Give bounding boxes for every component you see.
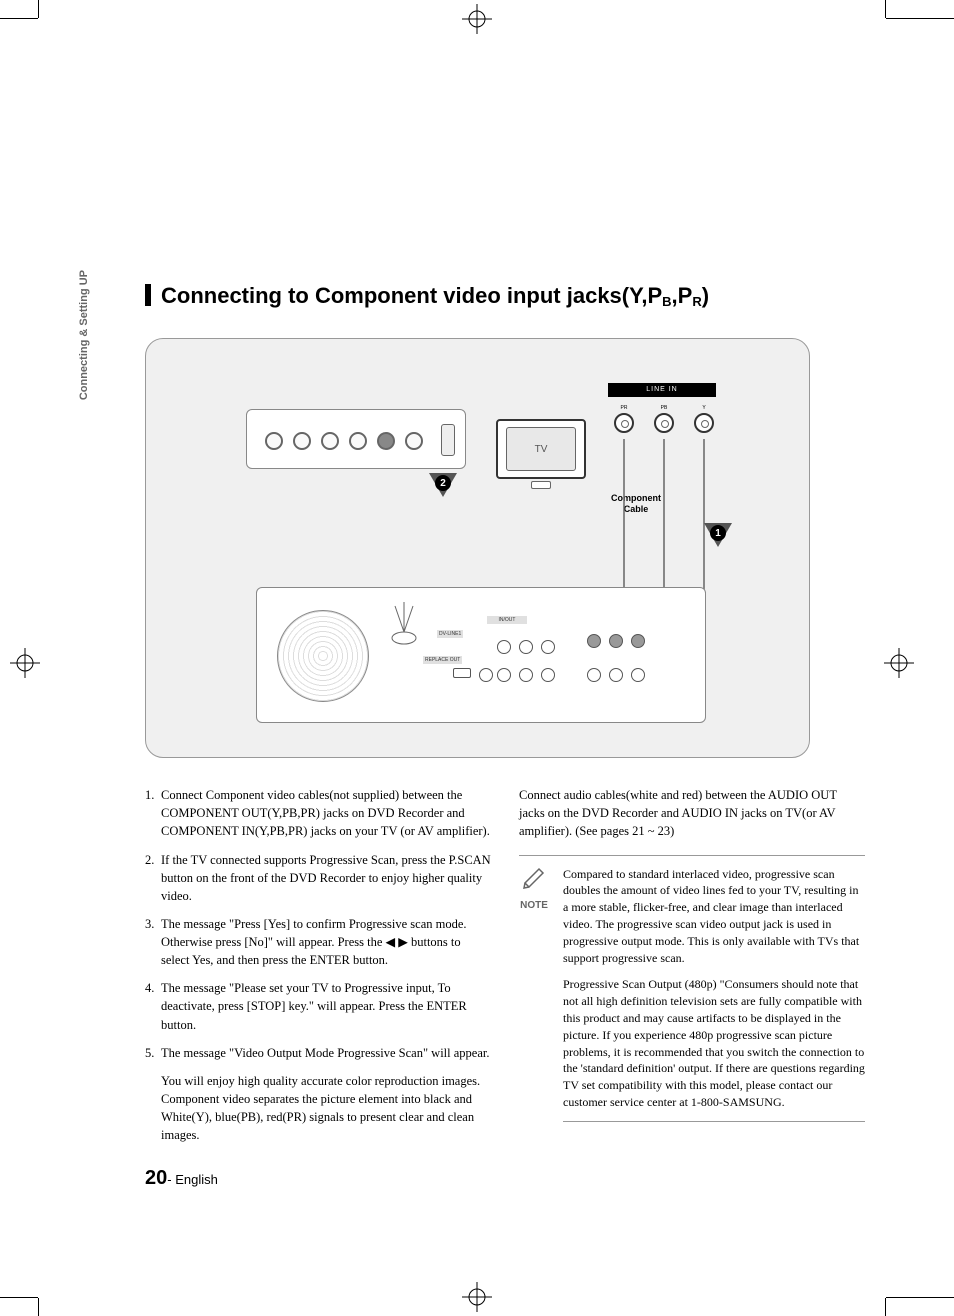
- jack-icon: [293, 432, 311, 450]
- jack-icon: [497, 640, 511, 654]
- note-paragraph-2: Progressive Scan Output (480p) "Consumer…: [563, 976, 865, 1110]
- note-icon-column: NOTE: [519, 866, 549, 1122]
- registration-mark-icon: [462, 1282, 492, 1312]
- note-label: NOTE: [519, 899, 549, 914]
- note-paragraph-1: Compared to standard interlaced video, p…: [563, 866, 865, 967]
- jack-pr: PR: [612, 405, 636, 441]
- note-divider: [563, 1121, 865, 1122]
- jack-pb: PB: [652, 405, 676, 441]
- step-5: 5. The message "Video Output Mode Progre…: [145, 1044, 491, 1062]
- crop-mark: [885, 0, 886, 18]
- registration-mark-icon: [462, 4, 492, 34]
- right-column: Connect audio cables(white and red) betw…: [519, 786, 865, 1154]
- jack-icon: [405, 432, 423, 450]
- crop-mark: [885, 1298, 886, 1316]
- jack-icon: [453, 668, 471, 678]
- rear-panel: IN/OUT DV-LINE1 REPLACE OUT: [397, 614, 697, 702]
- step-number: 2.: [145, 851, 161, 905]
- jack-icon: [479, 668, 493, 682]
- jack-y: Y: [692, 405, 716, 441]
- recorder-top-illustration: [246, 409, 466, 469]
- crop-mark: [38, 0, 39, 18]
- jack-icon: [349, 432, 367, 450]
- recorder-rear-illustration: IN/OUT DV-LINE1 REPLACE OUT: [256, 587, 706, 723]
- step-text: The message "Please set your TV to Progr…: [161, 979, 491, 1033]
- jack-icon: [631, 668, 645, 682]
- crop-mark: [886, 18, 954, 19]
- heading-text: ): [702, 283, 709, 308]
- jack-icon: [321, 432, 339, 450]
- registration-mark-icon: [10, 648, 40, 678]
- step-4: 4. The message "Please set your TV to Pr…: [145, 979, 491, 1033]
- section-title: Connecting to Component video input jack…: [161, 284, 709, 308]
- heading-sub: B: [662, 294, 671, 309]
- jack-icon: [609, 668, 623, 682]
- crop-mark: [0, 18, 38, 19]
- step-text: The message "Press [Yes] to confirm Prog…: [161, 915, 491, 969]
- heading-bar-icon: [145, 284, 151, 306]
- tv-stand-icon: [531, 481, 551, 489]
- jack-icon: [541, 668, 555, 682]
- registration-mark-icon: [884, 648, 914, 678]
- note-block: NOTE Compared to standard interlaced vid…: [519, 855, 865, 1122]
- step-number: 5.: [145, 1044, 161, 1062]
- jack-icon: [541, 640, 555, 654]
- step-number: 3.: [145, 915, 161, 969]
- step-1: 1. Connect Component video cables(not su…: [145, 786, 491, 840]
- fan-grille-icon: [277, 610, 369, 702]
- closing-text: You will enjoy high quality accurate col…: [145, 1072, 491, 1145]
- jack-icon: [631, 634, 645, 648]
- step-text: If the TV connected supports Progressive…: [161, 851, 491, 905]
- jack-icon: [265, 432, 283, 450]
- jack-icon: [614, 413, 634, 433]
- tv-screen-label: TV: [506, 427, 576, 471]
- jack-icon: [587, 634, 601, 648]
- step-number: 4.: [145, 979, 161, 1033]
- note-text: Compared to standard interlaced video, p…: [563, 866, 865, 1122]
- jack-label: PB: [661, 405, 668, 411]
- page-footer: 20- English: [145, 1167, 218, 1190]
- step-2: 2. If the TV connected supports Progress…: [145, 851, 491, 905]
- recorder-top-jacks: [265, 432, 423, 450]
- jack-icon: [609, 634, 623, 648]
- step-3: 3. The message "Press [Yes] to confirm P…: [145, 915, 491, 969]
- tv-illustration: TV: [496, 419, 586, 479]
- page-number: 20: [145, 1167, 167, 1189]
- jack-icon: [587, 668, 601, 682]
- tv-component-jacks: PR PB Y: [612, 405, 716, 441]
- section-heading: Connecting to Component video input jack…: [145, 284, 865, 308]
- step-number: 1.: [145, 786, 161, 840]
- side-tab-label: Connecting & Setting UP: [78, 270, 90, 400]
- jack-icon: [519, 640, 533, 654]
- cable-label-text: Component: [611, 493, 661, 503]
- crop-mark: [38, 1298, 39, 1316]
- jack-label: PR: [621, 405, 628, 411]
- left-column: 1. Connect Component video cables(not su…: [145, 786, 491, 1154]
- crop-mark: [886, 1297, 954, 1298]
- heading-sub: R: [692, 294, 701, 309]
- jack-icon: [519, 668, 533, 682]
- jack-label: Y: [702, 405, 705, 411]
- cable-label-text: Cable: [624, 504, 649, 514]
- cable-label: Component Cable: [596, 493, 676, 515]
- jack-icon: [654, 413, 674, 433]
- body-columns: 1. Connect Component video cables(not su…: [145, 786, 865, 1154]
- jack-icon: [694, 413, 714, 433]
- heading-text: Connecting to Component video input jack…: [161, 283, 662, 308]
- step-text: The message "Video Output Mode Progressi…: [161, 1044, 489, 1062]
- step-text: Connect Component video cables(not suppl…: [161, 786, 491, 840]
- connection-diagram: LINE IN PR PB Y TV Component Cable 1: [145, 338, 810, 758]
- jack-icon: [497, 668, 511, 682]
- note-pencil-icon: [522, 866, 546, 890]
- crop-mark: [0, 1297, 38, 1298]
- footer-lang: - English: [167, 1172, 218, 1187]
- intro-text: Connect audio cables(white and red) betw…: [519, 786, 865, 840]
- heading-text: ,P: [672, 283, 693, 308]
- line-in-label: LINE IN: [608, 383, 716, 397]
- jack-icon: [377, 432, 395, 450]
- pscan-switch-icon: [441, 424, 455, 456]
